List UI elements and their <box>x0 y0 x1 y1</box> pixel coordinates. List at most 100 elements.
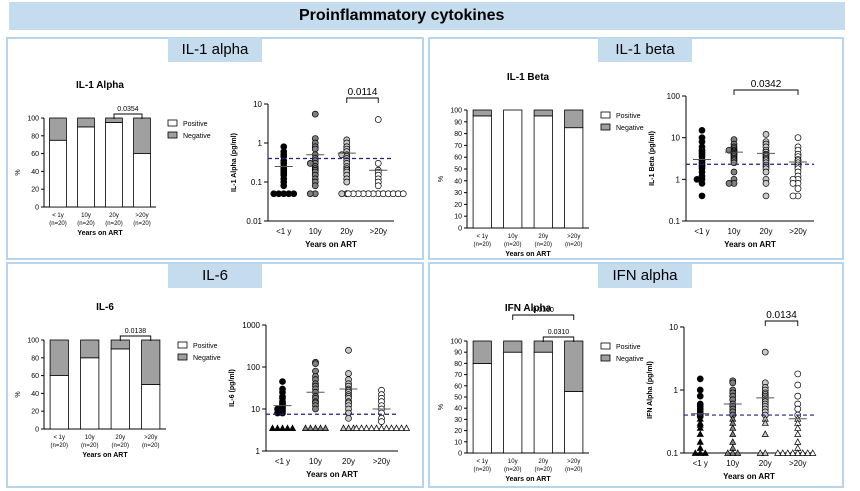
y-tick-label: 80 <box>454 131 462 138</box>
banner: Proinflammatory cytokines <box>9 2 845 30</box>
legend-label: Positive <box>616 113 641 120</box>
p-value-label: 0.0134 <box>766 310 797 321</box>
y-tick-label: 1 <box>676 175 681 184</box>
legend-swatch <box>600 354 611 362</box>
data-point <box>693 175 701 183</box>
bar-negative <box>77 117 95 128</box>
y-axis-label: % <box>15 169 22 175</box>
y-tick-label: 1 <box>258 139 263 148</box>
x-tick-label: >20y <box>789 459 807 468</box>
legend-swatch <box>600 111 611 119</box>
x-tick-label: (n=20) <box>504 242 522 248</box>
data-point <box>691 449 699 456</box>
data-point <box>343 178 351 186</box>
y-tick-label: 100 <box>27 116 39 123</box>
y-tick-label: 80 <box>31 133 39 140</box>
y-tick-label: 50 <box>454 395 462 402</box>
data-point <box>696 449 704 456</box>
data-point <box>762 192 770 200</box>
x-tick-label: (n=20) <box>473 242 491 248</box>
p-value-label: 0.0138 <box>125 328 147 335</box>
data-point <box>794 449 802 456</box>
y-tick-label: 0 <box>458 451 462 458</box>
x-tick-label: 10y <box>726 459 739 468</box>
y-tick-label: 20 <box>31 409 39 416</box>
x-tick-label: 20y <box>109 213 119 219</box>
data-point <box>273 424 282 431</box>
y-tick-label: 40 <box>31 391 39 398</box>
x-tick-label: (n=20) <box>81 443 99 449</box>
y-tick-label: 0 <box>35 205 39 212</box>
data-point <box>338 190 346 198</box>
p-value-label: 0.0342 <box>751 79 782 90</box>
y-tick-label: 60 <box>454 155 462 162</box>
data-point <box>794 392 802 400</box>
data-point <box>306 190 314 198</box>
p-value-label: 0.0354 <box>117 106 139 113</box>
data-point <box>698 192 706 200</box>
data-point <box>357 424 366 431</box>
data-point <box>761 419 769 426</box>
x-axis-label: Years on ART <box>305 240 357 249</box>
y-axis-label: IFN Alpha (pg/ml) <box>647 361 654 419</box>
data-point <box>761 449 769 456</box>
data-point <box>789 449 797 456</box>
data-point <box>306 160 314 167</box>
data-point <box>794 381 802 389</box>
data-point <box>339 424 348 431</box>
x-tick-label: (n=20) <box>565 242 583 248</box>
data-point <box>794 185 802 192</box>
x-tick-label: < 1y <box>52 213 64 219</box>
bar-negative <box>564 109 584 129</box>
bar-negative <box>49 117 67 141</box>
data-point <box>387 424 396 431</box>
y-tick-label: 80 <box>31 355 39 362</box>
x-tick-label: >20y <box>369 227 387 236</box>
y-tick-label: 100 <box>667 92 681 101</box>
data-point <box>729 430 737 437</box>
data-point <box>724 449 732 456</box>
x-tick-label: >20y <box>144 435 157 441</box>
legend-swatch <box>177 353 188 361</box>
data-point <box>362 424 371 431</box>
data-point <box>372 424 381 431</box>
y-tick-label: 0 <box>35 427 39 434</box>
x-tick-label: 10y <box>81 213 91 219</box>
chart-title: IL-1 Alpha <box>76 80 124 91</box>
y-tick-label: 60 <box>31 151 39 158</box>
y-tick-label: 100 <box>247 363 261 372</box>
x-tick-label: 10y <box>309 457 322 466</box>
x-tick-label: 10y <box>508 459 518 465</box>
y-tick-label: 70 <box>454 372 462 379</box>
x-tick-label: 20y <box>760 227 773 236</box>
x-axis-label: Years on ART <box>723 472 775 481</box>
y-tick-label: 100 <box>450 108 462 115</box>
x-tick-label: 20y <box>115 435 125 441</box>
y-tick-label: 90 <box>454 350 462 357</box>
x-tick-label: >20y <box>373 457 391 466</box>
y-tick-label: 90 <box>454 119 462 126</box>
panel-header-ifna: IFN alpha <box>598 264 692 288</box>
data-point <box>698 180 706 187</box>
data-point <box>794 430 802 437</box>
data-point <box>762 180 770 187</box>
x-tick-label: < 1y <box>476 459 488 465</box>
y-tick-label: 20 <box>454 428 462 435</box>
x-tick-label: (n=20) <box>473 467 491 473</box>
x-tick-label: 20y <box>538 234 548 240</box>
data-point <box>761 430 769 437</box>
data-point <box>352 424 361 431</box>
data-point <box>283 424 292 431</box>
y-tick-label: 1 <box>674 386 679 395</box>
y-tick-label: 100 <box>27 338 39 345</box>
panel-header-il6: IL-6 <box>168 264 262 288</box>
x-tick-label: (n=20) <box>133 221 151 227</box>
y-axis-label: % <box>438 176 445 182</box>
x-axis-label: Years on ART <box>505 251 551 258</box>
data-point <box>268 424 277 431</box>
data-point <box>311 110 319 118</box>
